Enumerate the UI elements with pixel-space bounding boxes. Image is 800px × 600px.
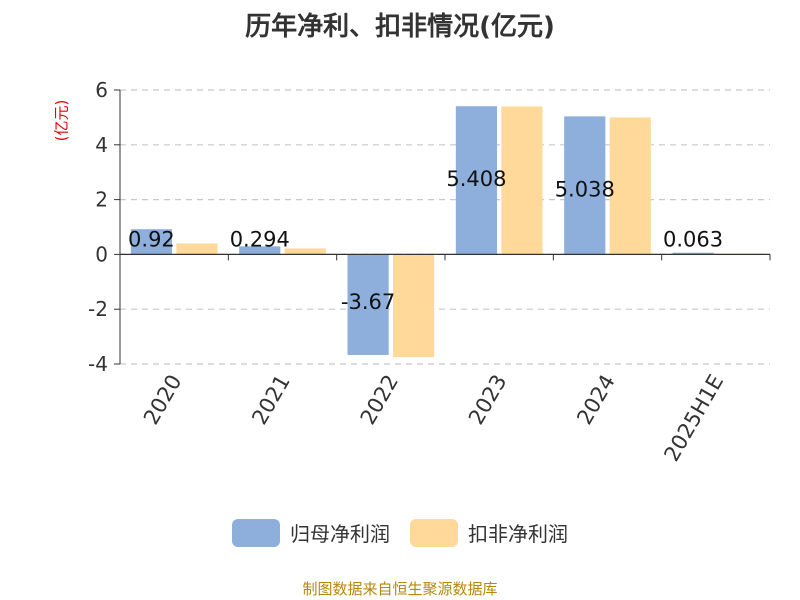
bar-deducted-net-profit — [501, 106, 543, 255]
y-tick-label: 0 — [95, 242, 108, 266]
data-label: 0.294 — [230, 227, 290, 251]
x-tick-label: 2025H1E — [659, 371, 728, 466]
data-label: 5.038 — [555, 177, 615, 201]
legend-item-deducted-net-profit[interactable]: 扣非净利润 — [410, 518, 568, 547]
bar-parent-net-profit — [455, 106, 497, 255]
legend-item-parent-net-profit[interactable]: 归母净利润 — [232, 518, 390, 547]
bar-parent-net-profit — [564, 116, 606, 255]
bar-deducted-net-profit — [609, 117, 651, 255]
bar-deducted-net-profit — [393, 254, 435, 358]
data-source: 制图数据来自恒生聚源数据库 — [302, 580, 498, 598]
bar-deducted-net-profit — [284, 248, 326, 255]
y-tick-label: -4 — [88, 352, 108, 376]
bar-parent-net-profit — [672, 252, 714, 255]
legend-swatch-parent-net-profit — [232, 518, 280, 547]
x-tick-label: 2021 — [247, 371, 295, 429]
data-label: 5.408 — [446, 167, 506, 191]
x-tick-label: 2022 — [356, 371, 404, 429]
x-tick-label: 2020 — [139, 371, 187, 429]
y-tick-label: 6 — [95, 78, 108, 102]
x-tick-label: 2023 — [464, 370, 512, 428]
y-tick-label: -2 — [88, 297, 108, 321]
data-label: 0.063 — [663, 227, 723, 251]
legend-label-deducted-net-profit: 扣非净利润 — [468, 522, 568, 546]
y-tick-label: 4 — [95, 133, 108, 157]
legend: 归母净利润 扣非净利润 — [0, 518, 800, 547]
data-label: -3.67 — [341, 290, 395, 314]
data-label: 0.92 — [128, 227, 175, 251]
chart-title: 历年净利、扣非情况(亿元) — [245, 12, 555, 42]
y-tick-label: 2 — [95, 188, 108, 212]
legend-swatch-deducted-net-profit — [410, 518, 458, 547]
bar-parent-net-profit — [130, 229, 172, 255]
bar-parent-net-profit — [239, 246, 281, 255]
legend-label-parent-net-profit: 归母净利润 — [290, 522, 390, 546]
x-tick-label: 2024 — [572, 371, 620, 429]
bar-parent-net-profit — [347, 254, 389, 355]
bar-deducted-net-profit — [176, 243, 218, 255]
